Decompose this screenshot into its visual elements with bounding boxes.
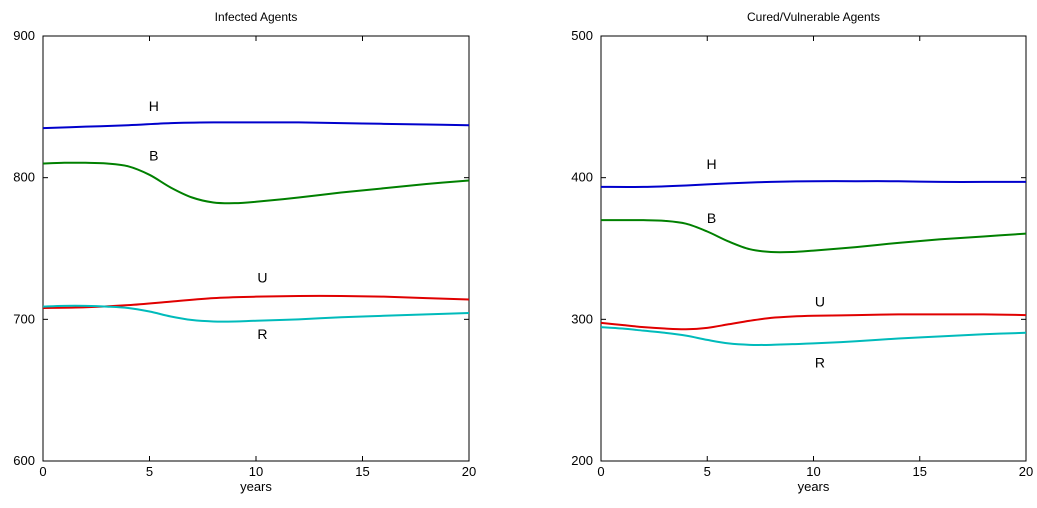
series-lines xyxy=(600,180,1027,346)
y-tick-label: 400 xyxy=(571,170,593,185)
cured-vulnerable-agents-chart: Cured/Vulnerable Agents years 0 5 10 15 20 20… xyxy=(571,10,1033,494)
series-label-h: H xyxy=(706,156,716,172)
x-tick-label: 20 xyxy=(1019,464,1033,479)
series-label-r: R xyxy=(815,355,825,371)
infected-agents-chart: Infected Agents years 0 5 10 15 20 600 700 800 9… xyxy=(13,10,476,494)
series-label-b: B xyxy=(149,148,158,164)
x-tick-label: 0 xyxy=(597,464,604,479)
x-tick-label: 20 xyxy=(462,464,476,479)
series-lines xyxy=(42,121,470,323)
series-line-h xyxy=(600,180,1026,188)
x-tick-label: 5 xyxy=(704,464,711,479)
series-line-b xyxy=(42,161,470,205)
y-tick-label: 900 xyxy=(13,28,35,43)
y-tick-label: 200 xyxy=(571,453,593,468)
x-tick-label: 10 xyxy=(806,464,820,479)
series-label-h: H xyxy=(149,98,159,114)
series-label-u: U xyxy=(815,294,825,310)
x-tick-label: 0 xyxy=(39,464,46,479)
series-label-u: U xyxy=(257,270,267,286)
series-line-r xyxy=(600,326,1027,346)
axis-ticks: 0 5 10 15 20 600 700 800 900 xyxy=(13,28,476,479)
series-line-r xyxy=(42,304,470,323)
axis-ticks: 0 5 10 15 20 200 300 400 500 xyxy=(571,28,1033,479)
series-line-h xyxy=(42,121,470,130)
series-label-b: B xyxy=(707,210,716,226)
y-tick-label: 800 xyxy=(13,170,35,185)
x-tick-label: 5 xyxy=(146,464,153,479)
y-tick-label: 700 xyxy=(13,311,35,326)
series-label-r: R xyxy=(257,326,267,342)
x-axis-label: years xyxy=(240,479,272,494)
y-tick-label: 300 xyxy=(571,311,593,326)
series-line-b xyxy=(601,219,1027,254)
plot-frame xyxy=(42,35,470,462)
series-labels: H B U R xyxy=(149,98,268,342)
y-tick-label: 500 xyxy=(571,28,593,43)
chart-title: Infected Agents xyxy=(215,10,298,24)
x-tick-label: 15 xyxy=(913,464,927,479)
series-line-u xyxy=(42,294,470,309)
x-tick-label: 15 xyxy=(355,464,369,479)
x-tick-label: 10 xyxy=(249,464,263,479)
series-labels: H B U R xyxy=(706,156,825,370)
y-tick-label: 600 xyxy=(13,453,35,468)
x-axis-label: years xyxy=(798,479,830,494)
chart-title: Cured/Vulnerable Agents xyxy=(747,10,880,24)
series-line-u xyxy=(600,313,1027,331)
plot-frame xyxy=(600,35,1027,462)
